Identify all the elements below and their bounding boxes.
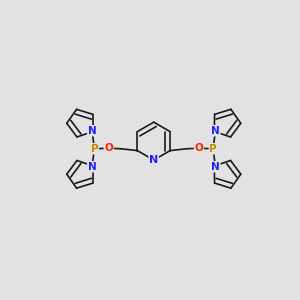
- Text: N: N: [149, 155, 158, 165]
- Text: N: N: [211, 126, 220, 136]
- Text: N: N: [88, 126, 96, 136]
- Text: O: O: [194, 143, 203, 153]
- Text: N: N: [149, 155, 158, 165]
- Text: O: O: [104, 143, 113, 153]
- Text: P: P: [209, 144, 217, 154]
- Text: P: P: [91, 144, 98, 154]
- Text: N: N: [88, 162, 96, 172]
- Text: N: N: [88, 162, 96, 172]
- Text: O: O: [194, 143, 203, 153]
- Text: N: N: [211, 162, 220, 172]
- Text: N: N: [211, 162, 220, 172]
- Text: P: P: [91, 144, 98, 154]
- Text: N: N: [211, 126, 220, 136]
- Text: O: O: [104, 143, 113, 153]
- Text: P: P: [209, 144, 217, 154]
- Text: N: N: [88, 126, 96, 136]
